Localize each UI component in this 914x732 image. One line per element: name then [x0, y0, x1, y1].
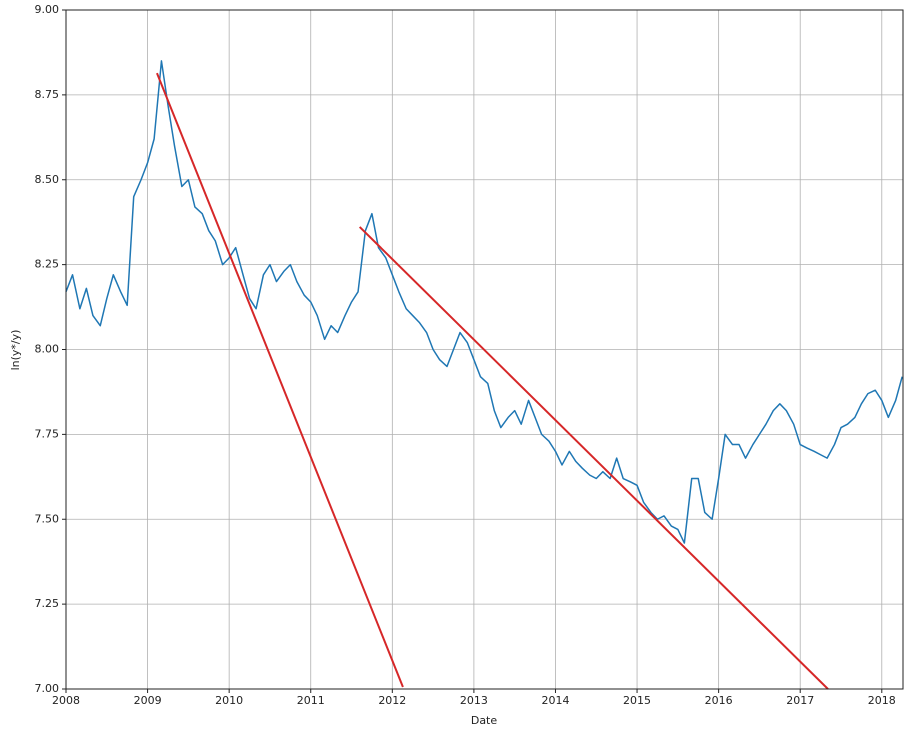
- y-tick-label: 8.75: [35, 88, 60, 101]
- trend-line: [358, 226, 829, 690]
- y-tick-label: 8.00: [35, 343, 60, 356]
- y-axis-label: ln(y*/y): [9, 330, 22, 371]
- x-tick-label: 2010: [215, 694, 243, 707]
- y-tick-label: 8.50: [35, 173, 60, 186]
- x-tick-label: 2015: [623, 694, 651, 707]
- y-tick-label: 7.00: [35, 682, 60, 695]
- x-tick-label: 2014: [541, 694, 569, 707]
- x-tick-label: 2018: [868, 694, 896, 707]
- y-tick-label: 9.00: [35, 3, 60, 16]
- y-tick-label: 7.50: [35, 512, 60, 525]
- x-tick-label: 2012: [378, 694, 406, 707]
- x-axis-label: Date: [471, 714, 498, 727]
- x-tick-label: 2008: [52, 694, 80, 707]
- x-tick-label: 2013: [460, 694, 488, 707]
- trend-line: [156, 72, 404, 688]
- plot-frame: [65, 9, 904, 690]
- x-tick-label: 2016: [705, 694, 733, 707]
- x-tick-label: 2011: [297, 694, 325, 707]
- x-tick-label: 2017: [786, 694, 814, 707]
- y-tick-label: 7.25: [35, 597, 60, 610]
- y-tick-label: 7.75: [35, 427, 60, 440]
- data-line: [65, 60, 903, 544]
- x-tick-label: 2009: [134, 694, 162, 707]
- y-tick-label: 8.25: [35, 258, 60, 271]
